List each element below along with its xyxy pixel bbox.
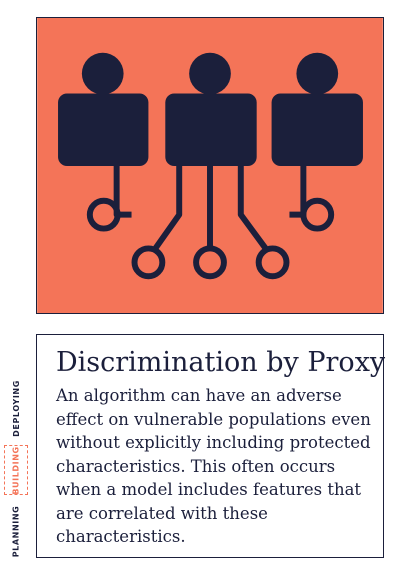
- stage-deploying: DEPLOYING: [4, 379, 28, 437]
- stage-building-active: BUILDING: [4, 445, 28, 495]
- three-connected-people-icon: [37, 18, 383, 313]
- person-center-head: [189, 52, 231, 95]
- text-card: Discrimination by Proxy An algorithm can…: [36, 334, 386, 558]
- card-title: Discrimination by Proxy: [56, 347, 386, 378]
- node-bottom-right: [255, 245, 290, 280]
- node-bottom-left: [131, 245, 166, 280]
- card-body: An algorithm can have an adverse effect …: [56, 386, 371, 546]
- person-center-body: [165, 93, 257, 166]
- person-right-body: [271, 93, 363, 166]
- node-bottom-center: [193, 245, 227, 280]
- node-right: [300, 197, 335, 232]
- center-left-connector: [152, 165, 183, 251]
- node-left: [86, 197, 121, 232]
- person-right-head: [296, 52, 339, 95]
- person-icons: [58, 52, 363, 166]
- connection-lines: [86, 165, 335, 280]
- person-left-head: [81, 52, 124, 95]
- stage-deploying-label: DEPLOYING: [11, 379, 21, 437]
- person-left-body: [58, 93, 149, 166]
- stage-building-label: BUILDING: [11, 445, 21, 495]
- stage-planning: PLANNING: [4, 505, 28, 557]
- stage-planning-label: PLANNING: [11, 505, 21, 557]
- illustration-card: [36, 17, 384, 314]
- center-right-connector: [237, 165, 269, 251]
